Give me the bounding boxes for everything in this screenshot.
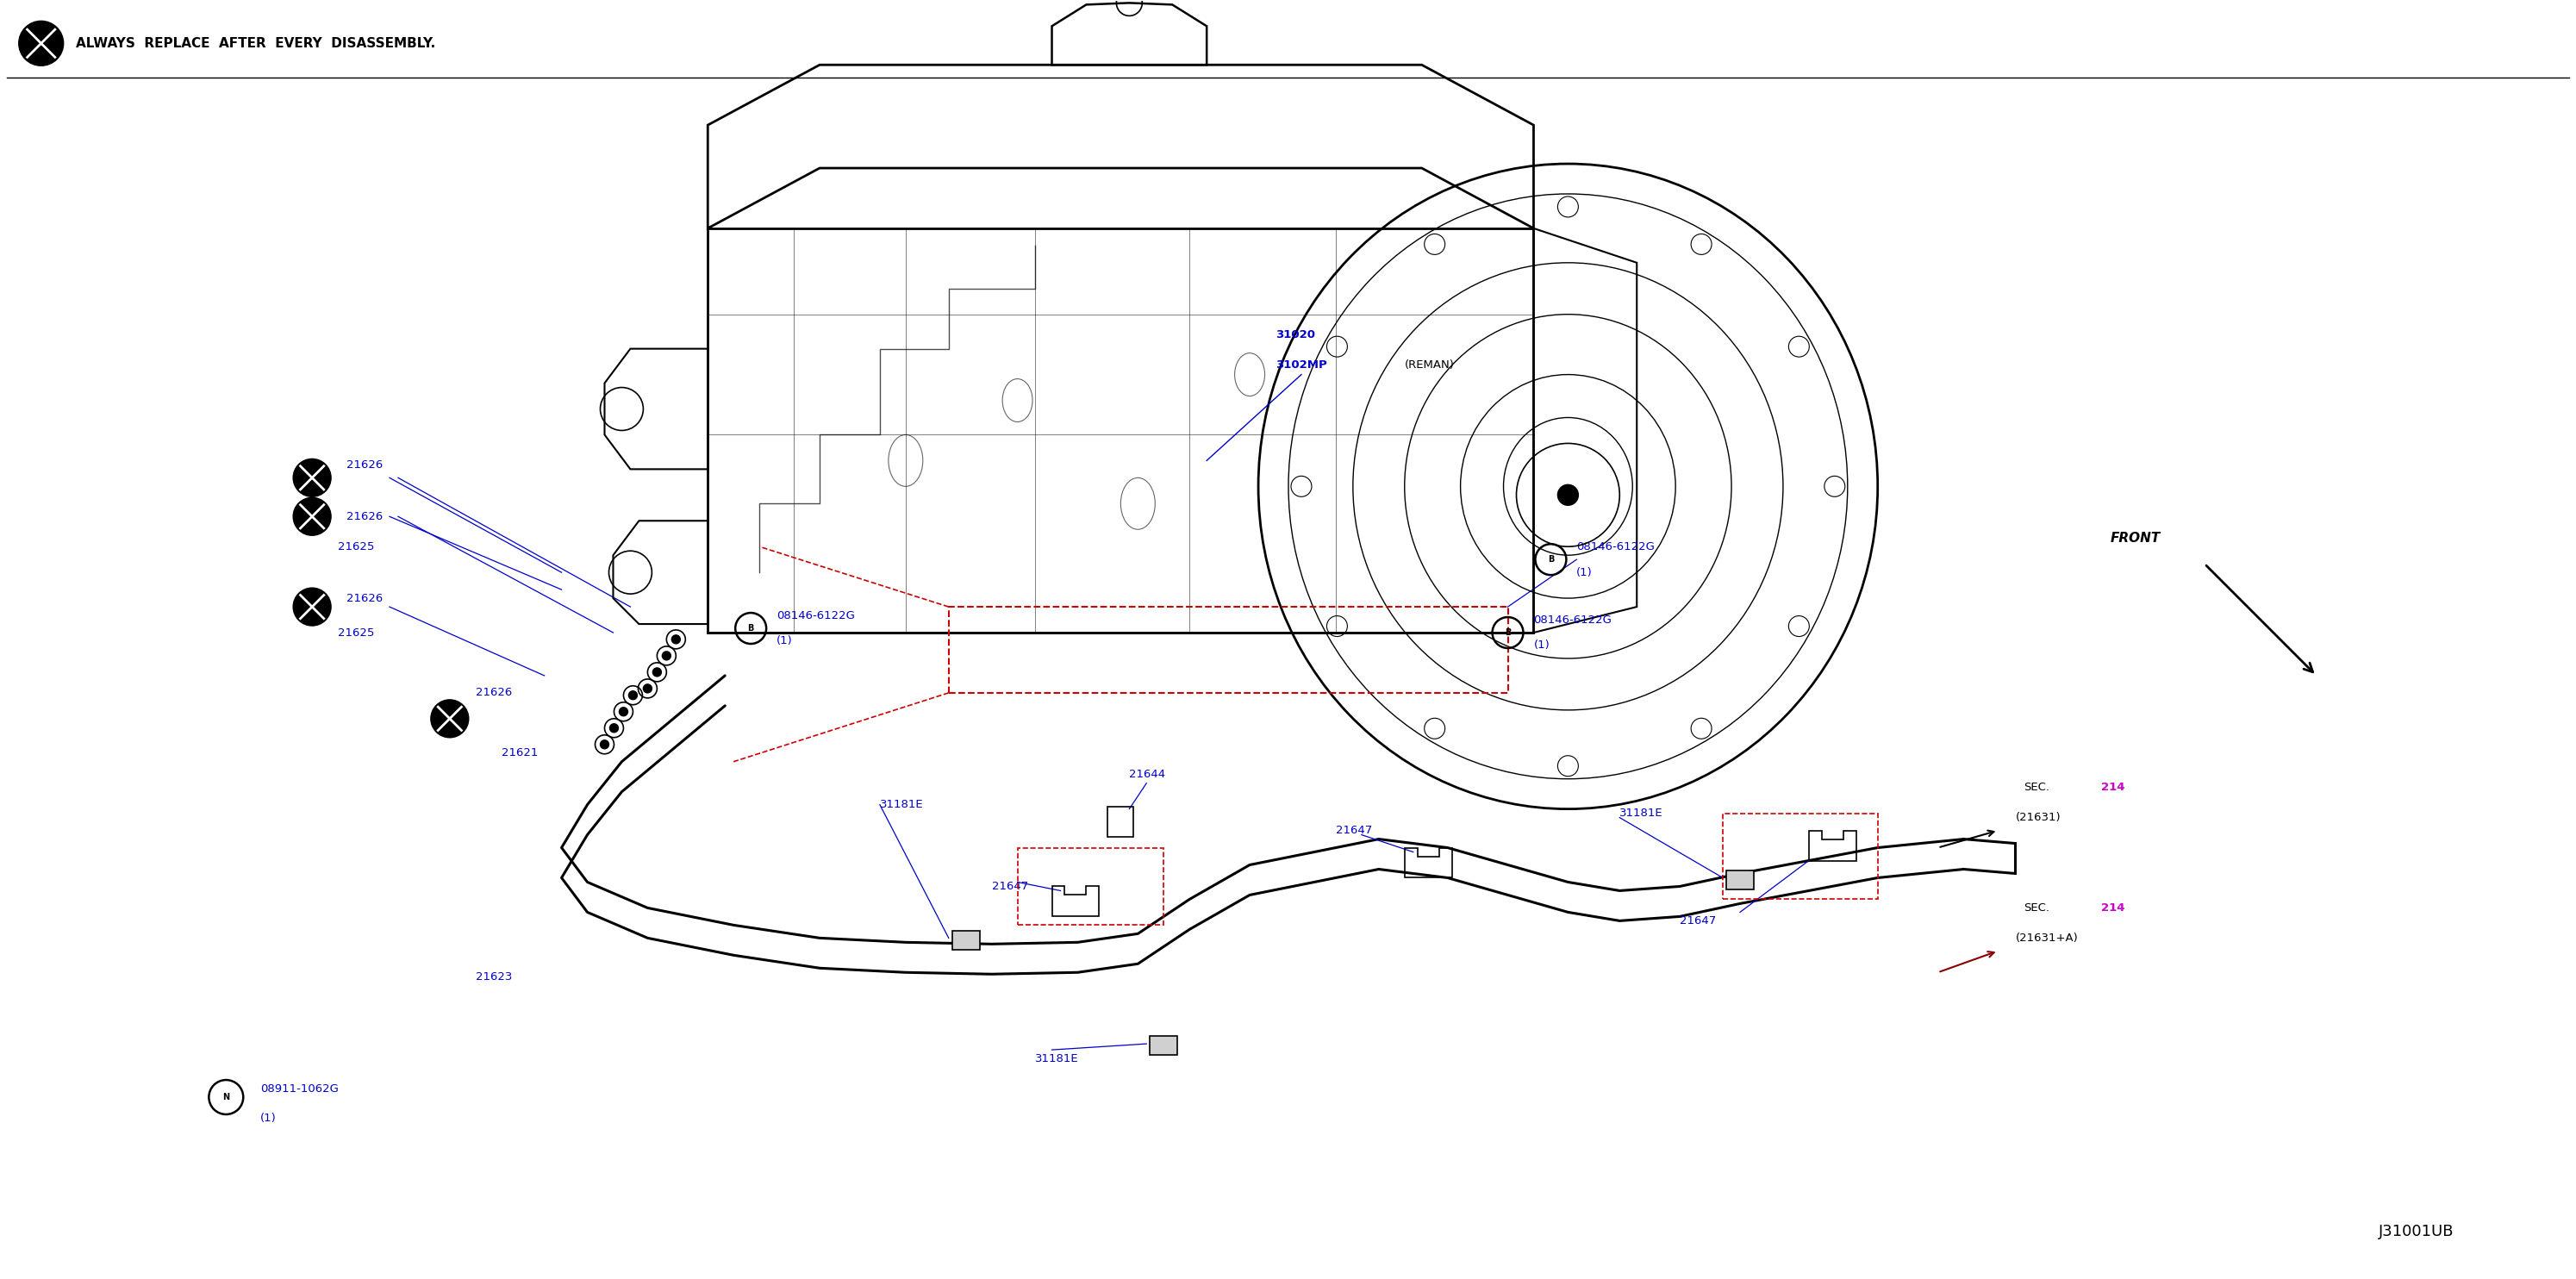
Circle shape [611,724,618,733]
Text: SEC.: SEC. [2025,902,2050,913]
Text: N: N [222,1092,229,1101]
Text: 08146-6122G: 08146-6122G [1533,614,1613,625]
Text: (21631+A): (21631+A) [2014,932,2079,944]
Text: 21621: 21621 [502,747,538,758]
Text: B: B [747,624,755,633]
Text: J31001UB: J31001UB [2378,1224,2455,1239]
Text: 21625: 21625 [337,541,374,553]
Circle shape [629,691,636,700]
Text: 21626: 21626 [348,459,384,471]
Circle shape [1558,485,1579,505]
Circle shape [618,707,629,716]
Text: 214: 214 [2102,902,2125,913]
Text: (1): (1) [1577,567,1592,578]
Circle shape [652,668,662,677]
Text: B: B [1548,555,1553,564]
FancyBboxPatch shape [953,931,979,950]
Text: 3102MP: 3102MP [1275,359,1327,370]
FancyBboxPatch shape [1149,1036,1177,1055]
Text: 08911-1062G: 08911-1062G [260,1083,340,1094]
Text: 21625: 21625 [337,627,374,638]
Text: 214: 214 [2102,781,2125,793]
Text: 31181E: 31181E [1036,1053,1079,1064]
Text: (1): (1) [1533,640,1551,651]
Circle shape [18,20,64,65]
Text: ALWAYS  REPLACE  AFTER  EVERY  DISASSEMBLY.: ALWAYS REPLACE AFTER EVERY DISASSEMBLY. [75,37,435,50]
Circle shape [294,498,330,536]
FancyBboxPatch shape [1726,871,1754,890]
Circle shape [662,651,670,660]
Circle shape [672,636,680,643]
Text: 21626: 21626 [477,687,513,698]
Text: 31181E: 31181E [1620,807,1664,819]
Text: FRONT: FRONT [2110,532,2161,545]
Circle shape [294,459,330,496]
Text: 08146-6122G: 08146-6122G [1577,541,1654,553]
Circle shape [294,588,330,625]
Text: (21631): (21631) [2014,812,2061,824]
Circle shape [600,741,608,748]
Text: 21626: 21626 [348,510,384,522]
Text: 21644: 21644 [1128,769,1164,780]
Text: B: B [1504,628,1512,637]
Text: 21623: 21623 [477,971,513,982]
Text: (1): (1) [775,636,793,647]
Text: 21647: 21647 [1680,916,1716,926]
Circle shape [430,700,469,738]
Circle shape [644,684,652,693]
Text: 21626: 21626 [348,592,384,604]
Text: 31181E: 31181E [881,799,922,811]
Text: SEC.: SEC. [2025,781,2050,793]
Text: (REMAN): (REMAN) [1404,359,1455,370]
Text: 08146-6122G: 08146-6122G [775,610,855,622]
Text: 21647: 21647 [992,881,1028,891]
Text: 21647: 21647 [1337,825,1373,836]
Text: (1): (1) [260,1113,276,1124]
Text: 31020: 31020 [1275,329,1316,340]
